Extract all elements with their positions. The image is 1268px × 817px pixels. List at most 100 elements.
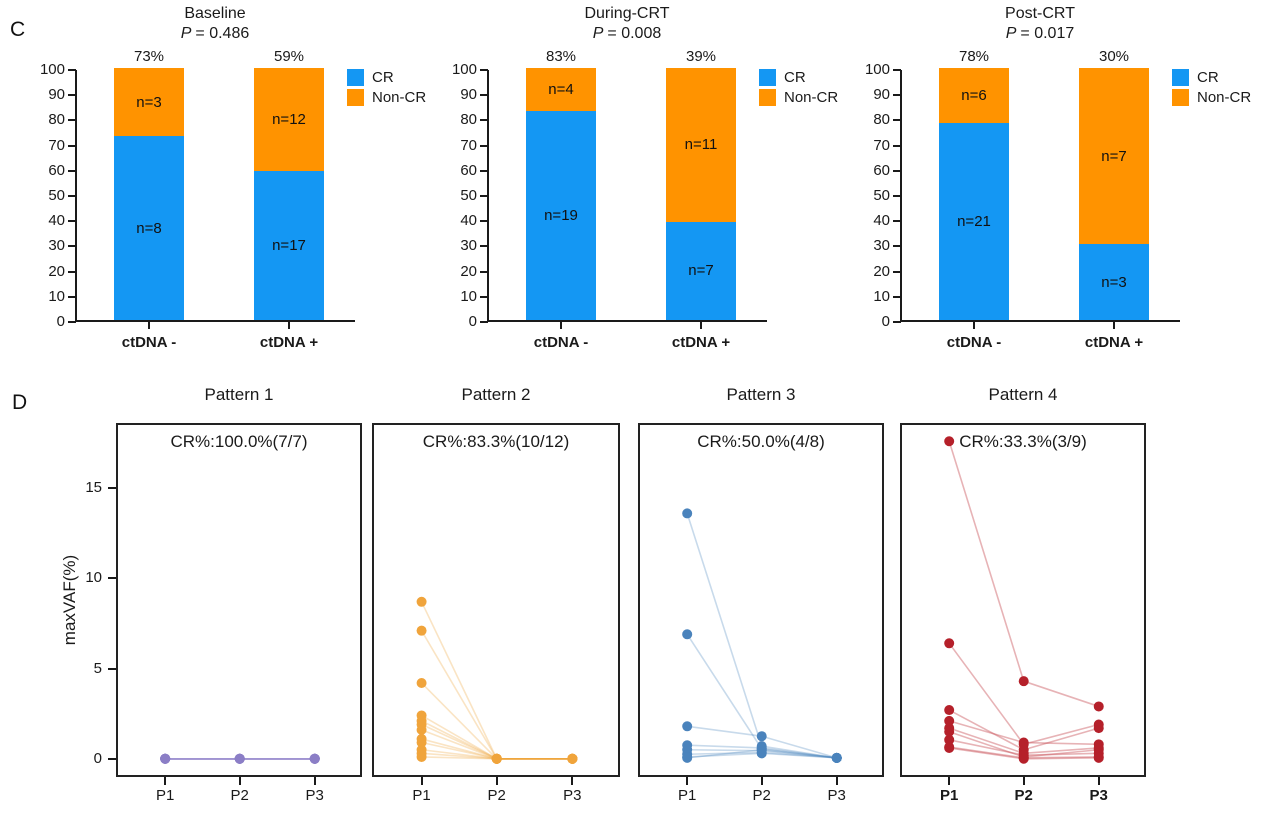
bar-percent-label: 73% xyxy=(133,48,165,65)
bar-percent-label: 78% xyxy=(958,48,990,65)
y-tick-label: 10 xyxy=(85,569,102,587)
data-point xyxy=(160,753,171,764)
data-point xyxy=(756,731,767,742)
y-tick xyxy=(68,94,76,97)
panel-d: D maxVAF(%) 0 5 10 15 Pattern 1 CR%:100.0%(… xyxy=(0,385,1268,817)
y-tick xyxy=(893,169,901,172)
x-axis: P1 P2 P3 xyxy=(900,777,1146,817)
x-tick-label: P2 xyxy=(230,787,249,804)
data-point xyxy=(682,629,693,640)
x-axis: P1 P2 P3 xyxy=(638,777,884,817)
y-tick-label: 0 xyxy=(881,313,890,330)
y-tick xyxy=(480,169,488,172)
y-tick-label: 40 xyxy=(460,212,477,230)
legend-item-cr: CR xyxy=(759,67,838,87)
bar-segment-cr: n=17 xyxy=(254,171,324,320)
y-tick-label: 20 xyxy=(873,262,890,280)
legend: CR Non-CR xyxy=(759,67,838,107)
y-tick xyxy=(480,270,488,273)
y-axis-title: maxVAF(%) xyxy=(60,554,79,646)
bar-segment-noncr: n=6 xyxy=(939,68,1009,124)
data-point xyxy=(1093,701,1104,712)
series-line xyxy=(948,440,1100,708)
y-tick xyxy=(68,119,76,122)
data-point xyxy=(567,753,578,764)
y-tick xyxy=(68,321,76,323)
bar-segment-cr: n=21 xyxy=(939,123,1009,320)
x-tick-label: P3 xyxy=(305,787,324,804)
plot-area: 0 10 20 30 40 50 60 70 80 90 100 n=6 n=21 78% ctDNA - n… xyxy=(865,48,1180,351)
y-tick xyxy=(480,195,488,197)
y-tick-label: 15 xyxy=(85,479,102,497)
y-tick xyxy=(108,577,116,580)
plot-box: CR%:100.0%(7/7) xyxy=(116,423,362,777)
legend-swatch-noncr xyxy=(759,88,776,106)
plot-box: CR%:50.0%(4/8) xyxy=(638,423,884,777)
x-category-label: ctDNA - xyxy=(121,334,177,351)
legend-label-noncr: Non-CR xyxy=(1197,88,1252,106)
line-chart-pattern-2: Pattern 2 CR%:83.3%(10/12) P1 P2 P3 xyxy=(372,385,620,817)
data-point xyxy=(416,751,427,762)
p-symbol: P xyxy=(1005,25,1017,42)
plot-area: 0 10 20 30 40 50 60 70 80 90 100 n=3 n=8 73% ctDNA - n=… xyxy=(40,48,355,351)
y-tick xyxy=(108,487,116,490)
y-tick-label: 50 xyxy=(48,187,65,204)
y-tick xyxy=(480,69,488,71)
x-tick xyxy=(148,322,150,329)
data-point xyxy=(309,753,320,764)
bar-percent-label: 30% xyxy=(1098,48,1130,65)
y-tick-label: 10 xyxy=(48,287,65,305)
y-tick-label: 0 xyxy=(468,313,477,330)
x-tick-label: P1 xyxy=(940,787,959,804)
line-plot xyxy=(160,753,320,764)
cr-annotation: CR%:50.0%(4/8) xyxy=(697,432,825,451)
x-tick xyxy=(288,322,290,329)
y-tick xyxy=(68,69,76,71)
y-tick-label: 40 xyxy=(873,212,890,230)
y-tick-label: 90 xyxy=(873,86,890,104)
series-line xyxy=(421,723,573,760)
y-tick xyxy=(893,295,901,298)
y-tick-label: 60 xyxy=(48,161,65,179)
x-tick xyxy=(313,777,316,785)
y-tick-label: 100 xyxy=(864,61,890,78)
x-tick xyxy=(495,777,498,785)
y-tick-label: 30 xyxy=(873,237,890,255)
data-point xyxy=(1093,723,1104,734)
data-point xyxy=(682,508,693,519)
data-point xyxy=(944,726,955,737)
y-tick xyxy=(480,245,488,248)
data-point xyxy=(944,638,955,649)
x-tick-label: P1 xyxy=(156,787,175,804)
x-tick xyxy=(164,777,167,785)
y-tick xyxy=(480,144,488,147)
bar-segment-noncr: n=11 xyxy=(666,68,736,222)
y-tick xyxy=(480,94,488,97)
stacked-bar: n=7 n=3 xyxy=(1079,68,1149,320)
y-tick-label: 40 xyxy=(48,212,65,230)
legend-label-noncr: Non-CR xyxy=(784,88,839,106)
legend-swatch-noncr xyxy=(1172,88,1189,106)
y-tick-label: 30 xyxy=(460,237,477,255)
chart-p-value: P = 0.017 xyxy=(900,24,1180,44)
y-tick-label: 80 xyxy=(460,111,477,129)
y-tick-label: 60 xyxy=(460,161,477,179)
data-point xyxy=(944,705,955,716)
plot-box: CR%:33.3%(3/9) xyxy=(900,423,1146,777)
p-number: = 0.008 xyxy=(607,25,662,42)
legend-label-cr: CR xyxy=(1197,68,1219,86)
y-tick xyxy=(480,119,488,122)
bar-segment-noncr: n=7 xyxy=(1079,68,1149,245)
p-number: = 0.486 xyxy=(195,25,250,42)
data-point xyxy=(1018,753,1029,764)
y-tick xyxy=(893,220,901,223)
legend-swatch-cr xyxy=(1172,68,1189,86)
data-point xyxy=(944,436,955,447)
x-tick xyxy=(238,777,241,785)
data-point xyxy=(1018,676,1029,687)
y-tick xyxy=(893,94,901,97)
chart-title: Pattern 3 xyxy=(726,385,796,404)
y-tick xyxy=(68,245,76,248)
cr-annotation: CR%:100.0%(7/7) xyxy=(170,432,308,451)
x-category-label: ctDNA + xyxy=(259,334,319,351)
